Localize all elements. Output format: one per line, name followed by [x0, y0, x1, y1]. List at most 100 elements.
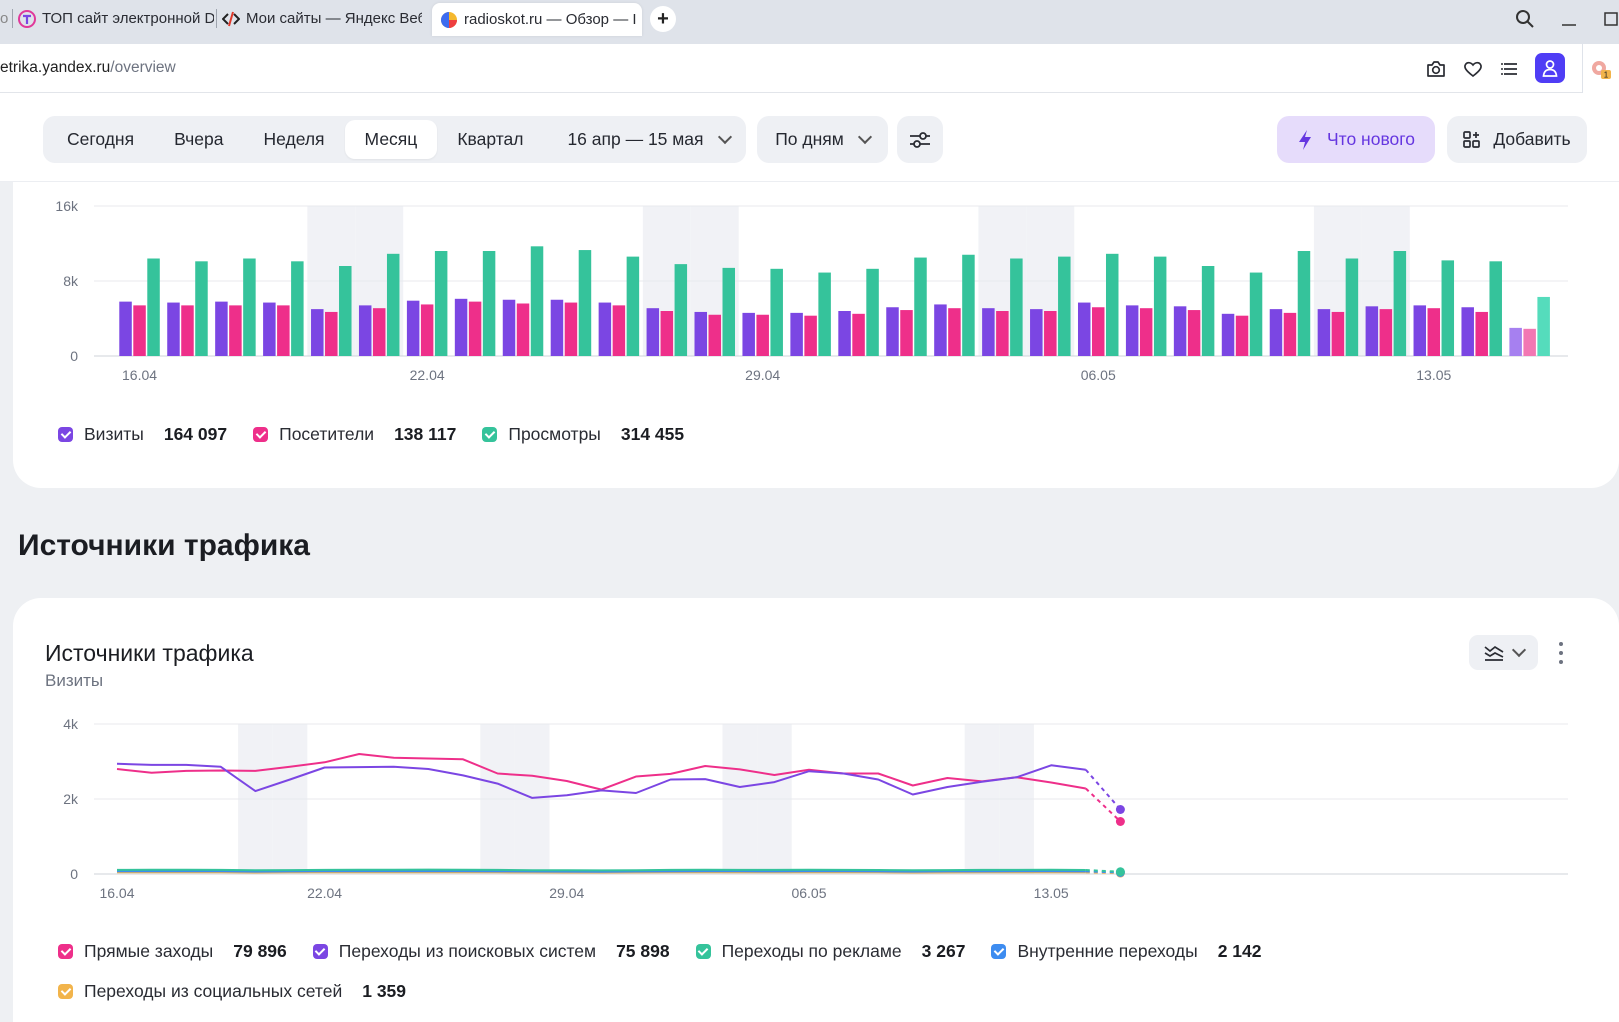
legend-label: Визиты	[84, 424, 144, 444]
series-line	[116, 870, 1086, 873]
traffic-sources-line-chart: 0 2k 4k 16.04 22.04 29.04 06.05 13.05	[63, 716, 1568, 900]
profile-icon[interactable]	[1535, 53, 1565, 83]
bar	[1537, 296, 1550, 356]
x-tick-label: 13.05	[1034, 885, 1069, 900]
tab-webmaster[interactable]: Мои сайты — Яндекс Веб	[222, 3, 422, 34]
chevron-down-icon	[1511, 642, 1526, 657]
series-line	[116, 762, 1086, 799]
bar	[516, 303, 530, 356]
legend-social[interactable]: Переходы из социальных сетей 1 359	[58, 981, 406, 1002]
bar	[564, 302, 578, 356]
tab-partial[interactable]: o	[0, 10, 9, 27]
add-widget-label: Добавить	[1493, 129, 1571, 149]
bar	[434, 251, 448, 356]
tab-metrika-overview[interactable]: radioskot.ru — Обзор — I	[432, 3, 642, 36]
legend-search[interactable]: Переходы из поисковых систем 75 898	[312, 941, 670, 962]
add-widget-button[interactable]: Добавить	[1447, 116, 1587, 163]
bar	[482, 251, 496, 356]
bar	[1413, 305, 1427, 356]
y-tick-label: 2k	[63, 791, 79, 807]
bar	[962, 254, 975, 356]
whats-new-label: Что нового	[1326, 129, 1416, 149]
camera-icon[interactable]	[1423, 56, 1449, 82]
bar	[866, 268, 879, 356]
traffic-legend-row-2: Переходы из социальных сетей 1 359	[58, 981, 432, 1002]
bar	[1509, 327, 1522, 356]
more-options-icon[interactable]	[1555, 640, 1567, 666]
widget-subtitle: Визиты	[45, 671, 104, 690]
bar	[263, 302, 276, 356]
period-month[interactable]: Месяц	[344, 120, 438, 159]
bar	[325, 311, 338, 356]
chart-type-icon	[1483, 645, 1503, 661]
extension-icon[interactable]: 1	[1582, 44, 1619, 93]
bar	[1379, 309, 1393, 356]
heart-icon[interactable]	[1460, 56, 1486, 82]
checkbox-icon	[482, 427, 498, 442]
section-title: Источники трафика	[18, 529, 310, 562]
bar	[502, 299, 516, 356]
bar	[598, 302, 612, 356]
checkbox-icon	[695, 944, 711, 959]
legend-visitors[interactable]: Посетители 138 117	[253, 424, 456, 445]
bar	[1523, 328, 1536, 356]
t-logo-icon	[18, 9, 36, 28]
bar	[119, 301, 132, 356]
bar	[420, 304, 434, 356]
bar	[243, 258, 256, 356]
bar	[694, 311, 708, 356]
new-tab-button[interactable]: +	[650, 6, 676, 32]
search-icon[interactable]	[1512, 6, 1538, 32]
bar	[1173, 306, 1187, 356]
period-today[interactable]: Сегодня	[67, 129, 135, 149]
restore-window-icon[interactable]	[1600, 6, 1619, 32]
bar	[339, 266, 352, 356]
whats-new-button[interactable]: Что нового	[1277, 116, 1435, 163]
legend-views[interactable]: Просмотры 314 455	[482, 424, 684, 445]
legend-value: 314 455	[620, 424, 685, 444]
traffic-legend-row-1: Прямые заходы 79 896 Переходы из поисков…	[58, 941, 1287, 962]
attendance-bar-chart: 0 8k 16k 16.04 22.04 29.04 06.05 13.05	[55, 198, 1568, 383]
chevron-down-icon	[857, 129, 872, 144]
legend-label: Прямые заходы	[84, 941, 214, 961]
legend-value: 2 142	[1217, 941, 1262, 961]
attendance-legend: Визиты 164 097 Посетители 138 117 Просмо…	[58, 424, 710, 445]
x-tick-label: 06.05	[1081, 367, 1116, 383]
legend-direct[interactable]: Прямые заходы 79 896	[58, 941, 287, 962]
period-yesterday[interactable]: Вчера	[174, 129, 224, 149]
grouping-dropdown[interactable]: По дням	[757, 116, 888, 163]
tab-separator	[216, 9, 217, 28]
bar	[804, 315, 817, 356]
menu-lines-icon[interactable]	[1497, 56, 1523, 82]
minimize-icon[interactable]	[1556, 6, 1582, 32]
address-bar[interactable]: etrika.yandex.ru/overview	[0, 44, 1619, 93]
bar	[1345, 258, 1359, 356]
url-text[interactable]: etrika.yandex.ru/overview	[0, 59, 176, 77]
bar	[1139, 308, 1153, 356]
series-end-point	[1115, 805, 1125, 814]
legend-label: Внутренние переходы	[1017, 941, 1198, 961]
legend-label: Переходы из поисковых систем	[338, 941, 597, 961]
bar	[311, 309, 324, 356]
tab-top-site[interactable]: ТОП сайт электронной DI	[18, 3, 214, 34]
bar	[742, 312, 755, 356]
legend-internal[interactable]: Внутренние переходы 2 142	[991, 941, 1261, 962]
x-tick-label: 29.04	[745, 367, 780, 383]
tab-title: radioskot.ru — Обзор — I	[464, 11, 637, 28]
browser-tab-bar: o ТОП сайт электронной DI Мои сайты — Ян…	[0, 0, 1619, 44]
x-tick-label: 22.04	[410, 367, 445, 383]
bar	[948, 308, 961, 356]
filter-settings-button[interactable]	[897, 116, 943, 163]
period-week[interactable]: Неделя	[263, 129, 325, 149]
period-quarter[interactable]: Квартал	[457, 129, 524, 149]
chart-type-dropdown[interactable]	[1469, 635, 1538, 670]
bar	[1091, 307, 1105, 356]
legend-value: 79 896	[233, 941, 287, 961]
date-range-picker[interactable]: 16 апр — 15 мая	[543, 120, 749, 159]
tab-title: Мои сайты — Яндекс Веб	[246, 10, 422, 27]
legend-visits[interactable]: Визиты 164 097	[58, 424, 227, 445]
bar	[790, 312, 803, 356]
legend-label: Посетители	[279, 424, 375, 444]
bar	[770, 268, 783, 356]
legend-ads[interactable]: Переходы по рекламе 3 267	[695, 941, 965, 962]
